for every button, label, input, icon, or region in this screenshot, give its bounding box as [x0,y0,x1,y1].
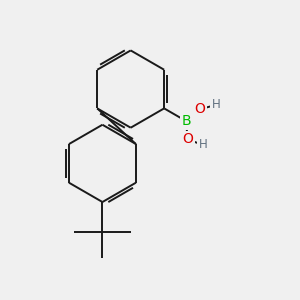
Text: H: H [212,98,220,111]
Text: B: B [181,114,191,128]
Text: O: O [195,102,206,116]
Text: O: O [182,132,193,146]
Text: H: H [199,139,207,152]
